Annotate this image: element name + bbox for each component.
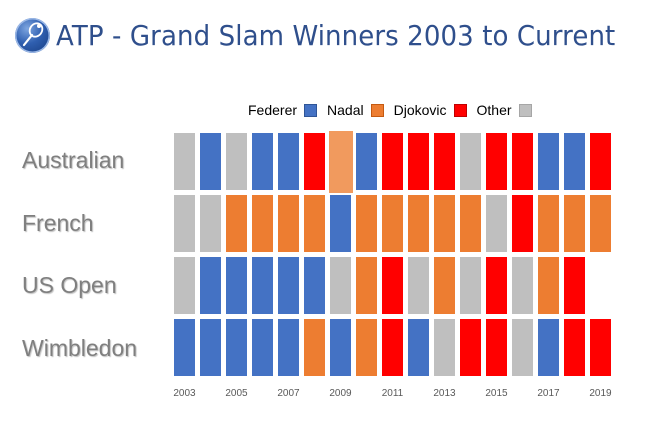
cell-wimbledon-2016[interactable] (512, 319, 533, 376)
legend-label: Other (476, 102, 512, 118)
cell-australian-2016[interactable] (512, 133, 533, 190)
cell-french-2014[interactable] (460, 195, 481, 252)
cell-wimbledon-2019[interactable] (590, 319, 611, 376)
cell-us-open-2006[interactable] (252, 257, 273, 314)
cell-wimbledon-2017[interactable] (538, 319, 559, 376)
cell-us-open-2013[interactable] (434, 257, 455, 314)
cell-us-open-2014[interactable] (460, 257, 481, 314)
cell-wimbledon-2010[interactable] (356, 319, 377, 376)
cell-us-open-2015[interactable] (486, 257, 507, 314)
cell-us-open-2008[interactable] (304, 257, 325, 314)
cell-wimbledon-2005[interactable] (226, 319, 247, 376)
legend-item-other: Other (477, 102, 532, 118)
cell-french-2004[interactable] (200, 195, 221, 252)
legend-item-djokovic: Djokovic (394, 102, 467, 118)
x-tick-label: 2005 (225, 388, 248, 399)
row-label-us-open: US Open (22, 272, 117, 298)
cell-us-open-2005[interactable] (226, 257, 247, 314)
cell-wimbledon-2018[interactable] (564, 319, 585, 376)
cell-us-open-2018[interactable] (564, 257, 585, 314)
row-label-wimbledon: Wimbledon (22, 335, 138, 361)
cell-french-2015[interactable] (486, 195, 507, 252)
tennis-racket-icon (15, 17, 50, 53)
x-tick-label: 2013 (433, 388, 456, 399)
cell-french-2010[interactable] (356, 195, 377, 252)
cell-wimbledon-2013[interactable] (434, 319, 455, 376)
x-tick-label: 2019 (589, 388, 612, 399)
x-tick-label: 2011 (381, 388, 404, 399)
cell-us-open-2007[interactable] (278, 257, 299, 314)
cell-us-open-2012[interactable] (408, 257, 429, 314)
cell-us-open-2011[interactable] (382, 257, 403, 314)
cell-australian-2014[interactable] (460, 133, 481, 190)
legend-label: Nadal (327, 102, 364, 118)
cell-french-2019[interactable] (590, 195, 611, 252)
legend-swatch-nadal (370, 103, 384, 117)
cell-french-2017[interactable] (538, 195, 559, 252)
cell-wimbledon-2007[interactable] (278, 319, 299, 376)
cell-french-2012[interactable] (408, 195, 429, 252)
chart-title: ATP - Grand Slam Winners 2003 to Current (56, 18, 616, 52)
cell-us-open-2003[interactable] (174, 257, 195, 314)
cell-french-2005[interactable] (226, 195, 247, 252)
cell-wimbledon-2015[interactable] (486, 319, 507, 376)
cell-us-open-2016[interactable] (512, 257, 533, 314)
chart-header: ATP - Grand Slam Winners 2003 to Current (15, 16, 646, 54)
cell-french-2013[interactable] (434, 195, 455, 252)
cell-wimbledon-2003[interactable] (174, 319, 195, 376)
legend-label: Djokovic (393, 102, 447, 118)
x-tick-label: 2015 (485, 388, 508, 399)
cell-australian-2019[interactable] (590, 133, 611, 190)
cell-wimbledon-2006[interactable] (252, 319, 273, 376)
cell-australian-2017[interactable] (538, 133, 559, 190)
cell-us-open-2004[interactable] (200, 257, 221, 314)
legend-item-nadal: Nadal (327, 102, 384, 118)
x-tick-label: 2017 (537, 388, 560, 399)
cell-australian-2006[interactable] (252, 133, 273, 190)
legend-swatch-djokovic (453, 103, 467, 117)
cell-australian-2005[interactable] (226, 133, 247, 190)
cell-us-open-2009[interactable] (330, 257, 351, 314)
cell-wimbledon-2014[interactable] (460, 319, 481, 376)
cell-australian-2012[interactable] (408, 133, 429, 190)
cell-australian-2018[interactable] (564, 133, 585, 190)
cell-wimbledon-2008[interactable] (304, 319, 325, 376)
cell-french-2016[interactable] (512, 195, 533, 252)
cell-french-2009[interactable] (330, 195, 351, 252)
legend-label: Federer (248, 102, 298, 118)
cell-french-2008[interactable] (304, 195, 325, 252)
cell-us-open-2010[interactable] (356, 257, 377, 314)
x-tick-label: 2007 (277, 388, 300, 399)
x-tick-label: 2003 (173, 388, 196, 399)
cell-french-2006[interactable] (252, 195, 273, 252)
x-tick-label: 2009 (329, 388, 352, 399)
chart-legend: Federer Nadal Djokovic Other (248, 102, 542, 118)
legend-swatch-other (518, 103, 532, 117)
cell-australian-2010[interactable] (356, 133, 377, 190)
cell-wimbledon-2012[interactable] (408, 319, 429, 376)
row-label-french: French (22, 210, 94, 236)
cell-french-2003[interactable] (174, 195, 195, 252)
cell-australian-2008[interactable] (304, 133, 325, 190)
cell-australian-2013[interactable] (434, 133, 455, 190)
cell-french-2007[interactable] (278, 195, 299, 252)
row-label-australian: Australian (22, 147, 125, 173)
cell-australian-2015[interactable] (486, 133, 507, 190)
cell-australian-2011[interactable] (382, 133, 403, 190)
cell-australian-2004[interactable] (200, 133, 221, 190)
cell-french-2018[interactable] (564, 195, 585, 252)
cell-wimbledon-2004[interactable] (200, 319, 221, 376)
cell-wimbledon-2009[interactable] (330, 319, 351, 376)
cell-australian-2003[interactable] (174, 133, 195, 190)
cell-us-open-2017[interactable] (538, 257, 559, 314)
cell-wimbledon-2011[interactable] (382, 319, 403, 376)
cell-french-2011[interactable] (382, 195, 403, 252)
legend-swatch-federer (304, 103, 318, 117)
cell-australian-2009[interactable] (329, 131, 353, 193)
cell-australian-2007[interactable] (278, 133, 299, 190)
legend-item-federer: Federer (248, 102, 318, 118)
